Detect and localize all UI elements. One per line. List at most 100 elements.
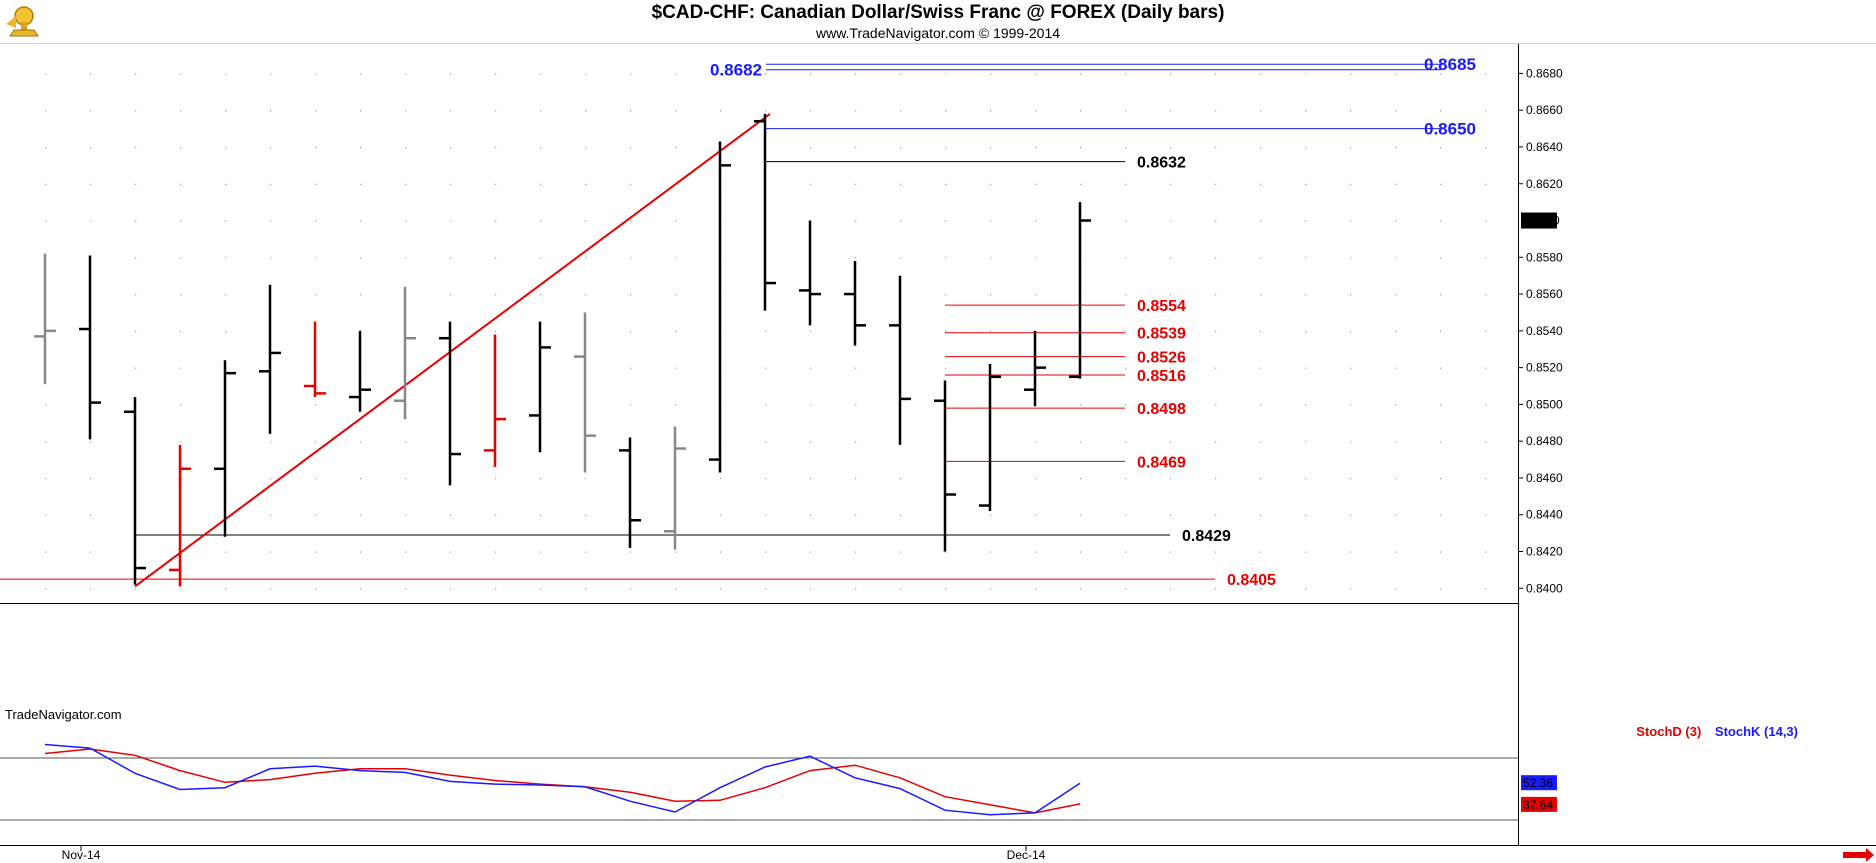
grid-dot <box>1395 441 1397 443</box>
grid-dot <box>810 146 812 149</box>
grid-dot <box>540 110 542 112</box>
grid-dot <box>1125 73 1127 75</box>
grid-dot <box>1305 330 1307 333</box>
grid-dot <box>630 220 632 222</box>
grid-dot <box>45 73 47 75</box>
grid-dot <box>810 588 812 590</box>
grid-dot <box>675 257 677 259</box>
grid-dot <box>720 514 722 516</box>
level-label: 0.8632 <box>1137 155 1186 172</box>
ohlc-bar <box>709 141 731 473</box>
grid-dot <box>1485 514 1487 516</box>
grid-dot <box>990 330 992 333</box>
grid-dot <box>360 146 362 149</box>
grid-dot <box>495 477 497 480</box>
grid-dot <box>945 146 947 149</box>
grid-dot <box>45 551 47 553</box>
grid-dot <box>1350 220 1352 222</box>
grid-dot <box>585 257 587 259</box>
grid-dot <box>1170 220 1172 222</box>
grid-dot <box>1035 257 1037 259</box>
grid-dot <box>1215 146 1217 149</box>
grid-dot <box>765 477 767 480</box>
current-price-box <box>1521 212 1557 229</box>
grid-dot <box>495 220 497 222</box>
grid-dot <box>1170 441 1172 443</box>
grid-dot <box>405 146 407 149</box>
grid-dot <box>1485 330 1487 333</box>
grid-dot <box>1305 110 1307 112</box>
grid-dot <box>450 220 452 222</box>
grid-dot <box>1080 404 1082 406</box>
grid-dot <box>405 477 407 480</box>
grid-dot <box>630 183 632 185</box>
grid-dot <box>1215 514 1217 516</box>
grid-dot <box>270 110 272 112</box>
grid-dot <box>90 514 92 516</box>
grid-dot <box>1485 294 1487 296</box>
grid-dot <box>1125 588 1127 590</box>
grid-dot <box>945 110 947 112</box>
grid-dot <box>135 367 137 369</box>
grid-dot <box>135 73 137 75</box>
grid-dot <box>855 588 857 590</box>
grid-dot <box>540 551 542 553</box>
grid-dot <box>1395 477 1397 480</box>
grid-dot <box>1305 183 1307 185</box>
grid-dot <box>1350 477 1352 480</box>
grid-dot <box>1440 367 1442 369</box>
grid-dot <box>495 294 497 296</box>
grid-dot <box>1305 477 1307 480</box>
grid-dot <box>1260 146 1262 149</box>
grid-dot <box>1260 441 1262 443</box>
grid-dot <box>1215 257 1217 259</box>
grid-dot <box>180 183 182 185</box>
grid-dot <box>855 257 857 259</box>
grid-dot <box>225 110 227 112</box>
grid-dot <box>450 294 452 296</box>
grid-dot <box>1215 330 1217 333</box>
grid-dot <box>405 220 407 222</box>
grid-dot <box>1440 441 1442 443</box>
grid-dot <box>765 441 767 443</box>
grid-dot <box>1260 257 1262 259</box>
grid-dot <box>585 551 587 553</box>
grid-dot <box>270 588 272 590</box>
grid-dot <box>900 588 902 590</box>
grid-dot <box>1125 183 1127 185</box>
grid-dot <box>765 330 767 333</box>
grid-dot <box>90 441 92 443</box>
grid-dot <box>1350 404 1352 406</box>
grid-dot <box>1395 257 1397 259</box>
grid-dot <box>270 477 272 480</box>
grid-dot <box>900 220 902 222</box>
grid-dot <box>1125 367 1127 369</box>
grid-dot <box>1035 294 1037 296</box>
grid-dot <box>1395 330 1397 333</box>
grid-dot <box>180 73 182 75</box>
grid-dot <box>1080 110 1082 112</box>
grid-dot <box>1035 220 1037 222</box>
grid-dot <box>1485 551 1487 553</box>
grid-dot <box>855 220 857 222</box>
grid-dot <box>315 551 317 553</box>
grid-dot <box>450 257 452 259</box>
grid-dot <box>1440 257 1442 259</box>
grid-dot <box>1170 514 1172 516</box>
grid-dot <box>90 73 92 75</box>
ohlc-bar <box>529 321 551 453</box>
grid-dot <box>855 477 857 480</box>
grid-dot <box>225 551 227 553</box>
grid-dot <box>1350 73 1352 75</box>
price-tick-label: 0.8580 <box>1526 250 1563 264</box>
grid-dot <box>315 514 317 516</box>
grid-dot <box>360 220 362 222</box>
stochd-value-label: 37.64 <box>1523 798 1553 812</box>
stochk-line <box>44 743 1081 816</box>
stochd-legend: StochD (3) <box>1636 724 1702 739</box>
grid-dot <box>135 146 137 149</box>
grid-dot <box>720 73 722 75</box>
grid-dot <box>765 551 767 553</box>
grid-dot <box>720 588 722 590</box>
